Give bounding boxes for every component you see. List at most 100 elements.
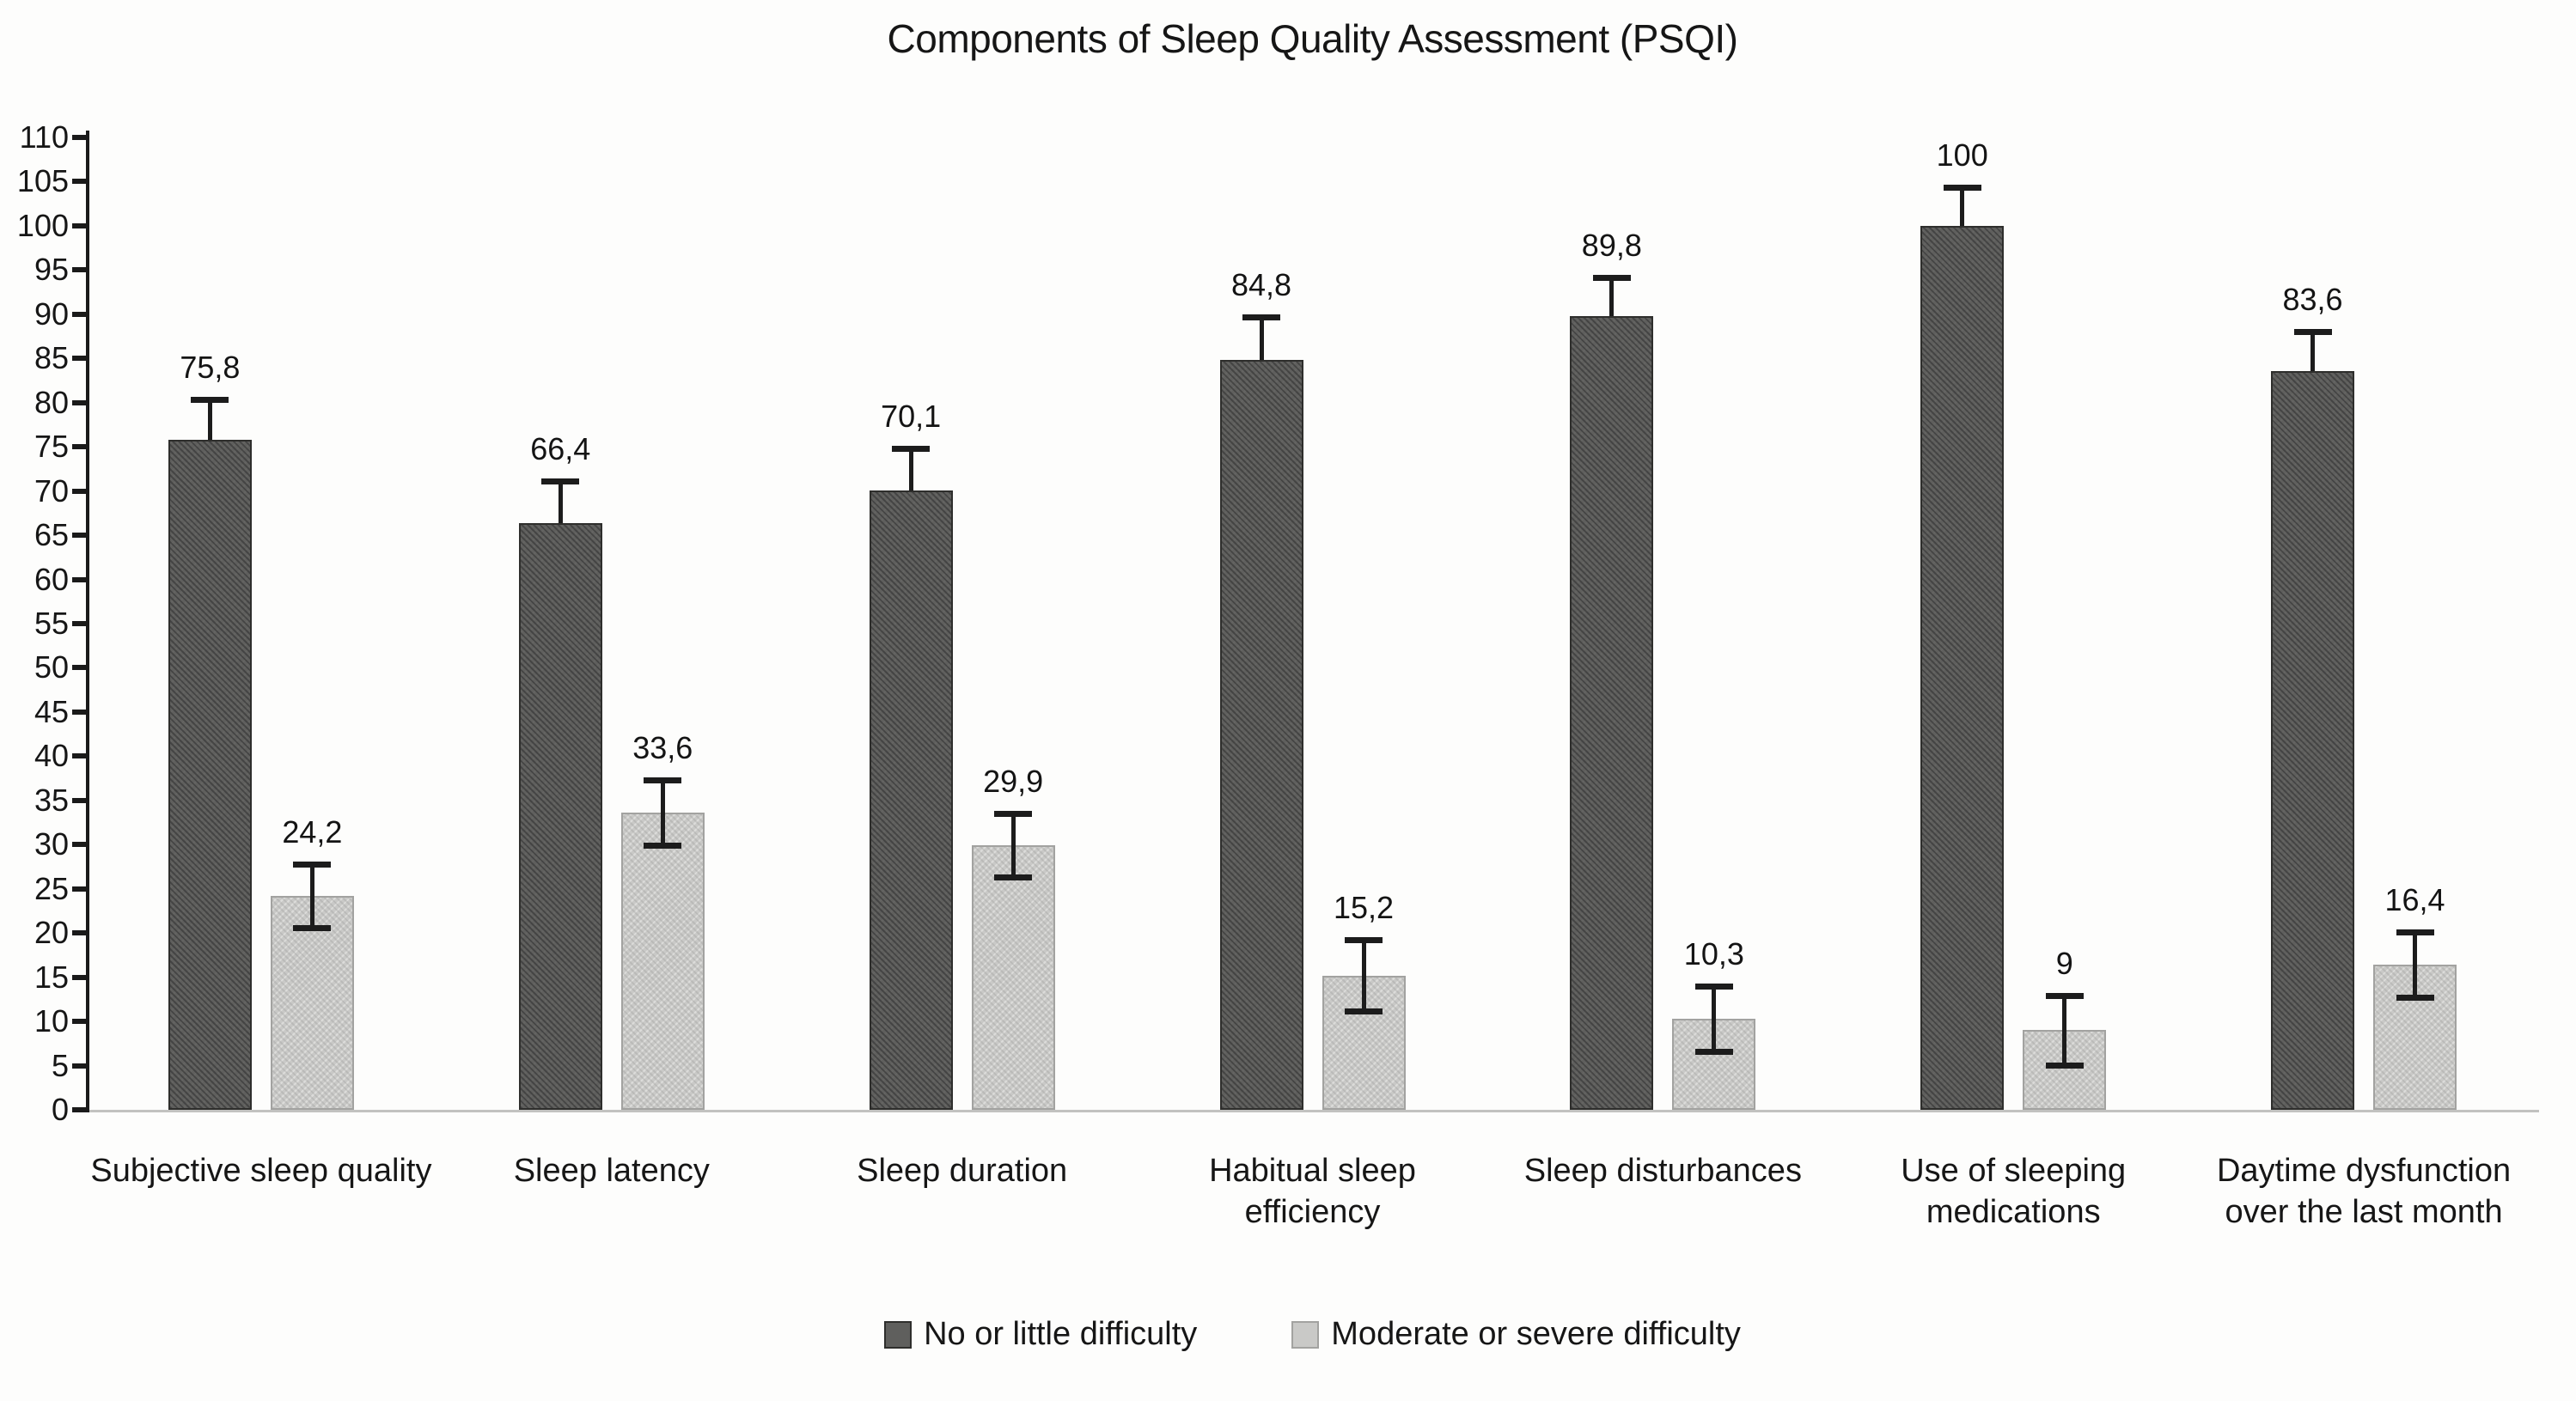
y-tick-mark bbox=[72, 399, 89, 405]
value-label: 89,8 bbox=[1581, 227, 1642, 263]
y-tick-mark bbox=[72, 930, 89, 936]
y-tick-label: 60 bbox=[34, 561, 69, 597]
y-tick-mark bbox=[72, 1019, 89, 1025]
value-label: 33,6 bbox=[632, 730, 693, 766]
bar-light bbox=[2023, 1030, 2107, 1110]
y-tick-mark bbox=[72, 533, 89, 539]
error-bar-stem bbox=[1361, 940, 1366, 1011]
error-bar-stem bbox=[1259, 316, 1264, 361]
legend-item: Moderate or severe difficulty bbox=[1291, 1316, 1741, 1353]
y-tick-mark bbox=[72, 709, 89, 715]
y-tick-label: 100 bbox=[16, 207, 69, 243]
error-bar-cap-top bbox=[1242, 314, 1280, 320]
y-tick-mark bbox=[72, 753, 89, 759]
y-tick-label: 30 bbox=[34, 826, 69, 862]
bar-dark bbox=[869, 490, 953, 1110]
error-bar-cap-top bbox=[644, 777, 682, 784]
error-bar-cap-top bbox=[2293, 329, 2332, 336]
category-label: Sleep duration bbox=[857, 1153, 1068, 1189]
error-bar-stem bbox=[1712, 985, 1717, 1052]
value-label: 10,3 bbox=[1683, 935, 1744, 972]
y-tick-label: 0 bbox=[51, 1092, 69, 1127]
y-tick-label: 65 bbox=[34, 517, 69, 553]
y-tick-mark bbox=[72, 222, 89, 228]
error-bar-cap-bottom bbox=[1345, 1008, 1383, 1014]
bar-light bbox=[620, 813, 705, 1110]
y-tick-mark bbox=[72, 797, 89, 803]
y-tick-mark bbox=[72, 1107, 89, 1112]
error-bar-stem bbox=[2413, 932, 2418, 998]
error-bar-stem bbox=[1960, 186, 1965, 226]
bar-dark bbox=[1920, 225, 2005, 1110]
error-bar-cap-bottom bbox=[293, 925, 332, 931]
y-tick-label: 70 bbox=[34, 472, 69, 509]
bar-dark bbox=[2271, 370, 2355, 1110]
value-label: 16,4 bbox=[2384, 882, 2445, 918]
error-bar-cap-bottom bbox=[1694, 1049, 1733, 1056]
y-tick-mark bbox=[72, 356, 89, 362]
y-tick-label: 45 bbox=[34, 693, 69, 729]
error-bar-cap-top bbox=[541, 478, 580, 485]
category-label: Sleep disturbances bbox=[1523, 1153, 1802, 1189]
y-tick-mark bbox=[72, 842, 89, 848]
legend-item: No or little difficulty bbox=[884, 1316, 1197, 1353]
chart-title: Components of Sleep Quality Assessment (… bbox=[887, 16, 1738, 61]
error-bar-cap-top bbox=[2045, 993, 2084, 1000]
chart-legend: No or little difficulty Moderate or sever… bbox=[86, 1316, 2539, 1353]
y-tick-mark bbox=[72, 974, 89, 980]
value-label: 9 bbox=[2055, 946, 2073, 982]
y-tick-mark bbox=[72, 621, 89, 626]
error-bar-cap-bottom bbox=[2396, 995, 2434, 1002]
value-label: 15,2 bbox=[1333, 890, 1395, 926]
error-bar-stem bbox=[660, 780, 665, 846]
y-tick-mark bbox=[72, 488, 89, 494]
value-label: 84,8 bbox=[1230, 266, 1292, 302]
value-label: 70,1 bbox=[881, 399, 942, 435]
bar-light bbox=[971, 845, 1055, 1110]
y-tick-mark bbox=[72, 576, 89, 582]
error-bar-cap-top bbox=[1345, 937, 1383, 944]
y-tick-mark bbox=[72, 267, 89, 273]
y-tick-mark bbox=[72, 886, 89, 892]
error-bar-stem bbox=[2310, 332, 2316, 371]
category-label: Daytime dysfunction over the last month bbox=[2216, 1153, 2512, 1230]
y-tick-mark bbox=[72, 1063, 89, 1069]
error-bar-stem bbox=[2062, 996, 2067, 1065]
y-tick-mark bbox=[72, 665, 89, 671]
y-tick-label: 10 bbox=[34, 1003, 69, 1039]
y-tick-label: 50 bbox=[34, 649, 69, 685]
y-tick-mark bbox=[72, 444, 89, 450]
error-bar-stem bbox=[1609, 277, 1615, 316]
y-tick-label: 40 bbox=[34, 738, 69, 774]
value-label: 83,6 bbox=[2282, 282, 2343, 318]
error-bar-cap-top bbox=[994, 811, 1033, 818]
bar-dark bbox=[518, 522, 602, 1110]
error-bar-cap-bottom bbox=[2045, 1062, 2084, 1069]
error-bar-cap-top bbox=[293, 861, 332, 868]
error-bar-cap-bottom bbox=[644, 843, 682, 850]
y-tick-label: 5 bbox=[51, 1047, 69, 1083]
error-bar-stem bbox=[309, 863, 314, 928]
y-tick-label: 95 bbox=[34, 252, 69, 288]
y-tick-label: 105 bbox=[16, 163, 69, 199]
error-bar-stem bbox=[558, 481, 563, 523]
legend-label: Moderate or severe difficulty bbox=[1331, 1316, 1741, 1352]
error-bar-cap-top bbox=[191, 396, 229, 403]
y-tick-label: 75 bbox=[34, 429, 69, 465]
y-tick-label: 25 bbox=[34, 870, 69, 906]
value-label: 29,9 bbox=[983, 764, 1044, 800]
y-tick-label: 90 bbox=[34, 295, 69, 332]
legend-swatch-dark bbox=[884, 1320, 913, 1349]
category-label: Use of sleeping medications bbox=[1901, 1153, 2127, 1230]
y-tick-mark bbox=[72, 311, 89, 317]
bar-dark bbox=[1219, 360, 1303, 1110]
legend-swatch-light bbox=[1291, 1320, 1320, 1349]
y-tick-label: 80 bbox=[34, 384, 69, 420]
x-axis-baseline bbox=[86, 1110, 2539, 1112]
value-label: 100 bbox=[1936, 137, 1988, 173]
category-label: Subjective sleep quality bbox=[90, 1153, 432, 1189]
bar-light bbox=[1672, 1019, 1756, 1110]
y-tick-label: 20 bbox=[34, 915, 69, 951]
category-label: Habitual sleep efficiency bbox=[1209, 1153, 1416, 1230]
